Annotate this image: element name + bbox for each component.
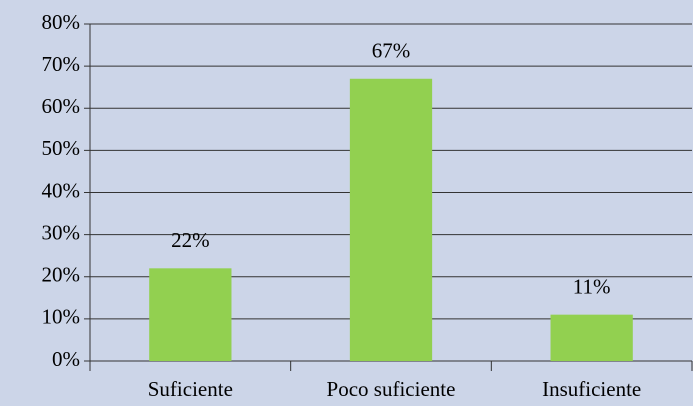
x-tick-label: Suficiente [148,377,233,401]
y-tick-label: 40% [42,178,81,202]
y-tick-label: 80% [42,10,81,34]
y-tick-label: 50% [42,136,81,160]
data-label: 22% [171,228,210,252]
bar [349,78,433,361]
data-label: 11% [573,274,611,298]
y-tick-label: 30% [42,220,81,244]
bar [149,268,232,361]
y-tick-label: 60% [42,94,81,118]
bar [550,314,633,361]
data-label: 67% [372,39,411,63]
y-tick-label: 10% [42,305,81,329]
x-tick-label: Insuficiente [542,377,641,401]
y-tick-label: 20% [42,263,81,287]
y-tick-label: 0% [52,347,80,371]
y-tick-label: 70% [42,52,81,76]
x-tick-label: Poco suficiente [327,377,456,401]
